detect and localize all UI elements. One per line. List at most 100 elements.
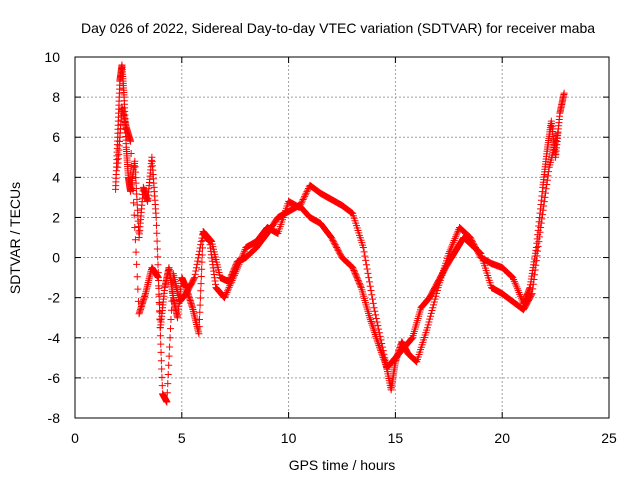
data-point <box>158 373 166 381</box>
data-point <box>360 248 368 256</box>
data-point <box>300 194 308 202</box>
data-point <box>353 274 361 282</box>
data-point <box>127 150 135 158</box>
data-point <box>368 321 376 329</box>
data-point <box>373 318 381 326</box>
data-point <box>157 348 165 356</box>
data-point <box>425 318 433 326</box>
data-point <box>542 189 550 197</box>
data-point <box>366 316 374 324</box>
data-point <box>369 325 377 333</box>
data-point <box>333 244 341 252</box>
data-point <box>228 269 236 277</box>
data-point <box>427 309 435 317</box>
x-tick-label: 5 <box>178 430 186 446</box>
data-point <box>357 282 365 290</box>
data-point <box>424 321 432 329</box>
data-point <box>355 278 363 286</box>
x-tick-labels: 0 5 10 15 20 25 <box>71 430 617 446</box>
data-point <box>127 137 135 145</box>
data-point <box>156 323 164 331</box>
data-point <box>166 343 174 351</box>
data-point <box>153 229 161 237</box>
ticks-layer <box>74 56 610 419</box>
y-tick-label: -4 <box>48 330 61 346</box>
data-point <box>528 290 536 298</box>
data-point <box>531 271 539 279</box>
data-point <box>129 187 137 195</box>
data-point <box>371 329 379 337</box>
data-point <box>130 211 138 219</box>
y-axis-label: SDTVAR / TECUs <box>7 182 23 294</box>
x-axis-label: GPS time / hours <box>289 457 396 473</box>
data-point <box>231 263 239 271</box>
plot-frame <box>74 56 610 419</box>
data-point <box>155 299 163 307</box>
data-point <box>197 241 205 249</box>
data-point <box>132 248 140 256</box>
data-point <box>372 311 380 319</box>
data-point <box>154 253 162 261</box>
grid-layer <box>75 57 609 418</box>
chart-title: Day 026 of 2022, Sidereal Day-to-day VTE… <box>81 20 595 36</box>
data-point <box>532 261 540 269</box>
data-point <box>367 287 375 295</box>
series-1 <box>112 61 568 394</box>
data-point <box>133 260 141 268</box>
data-point <box>196 301 204 309</box>
data-point <box>372 332 380 340</box>
data-point <box>156 332 164 340</box>
data-point <box>191 270 199 278</box>
data-point <box>195 323 203 331</box>
data-point <box>334 246 342 254</box>
data-point <box>535 233 543 241</box>
x-tick-label: 15 <box>388 430 404 446</box>
data-point <box>532 257 540 265</box>
data-point <box>377 348 385 356</box>
data-point <box>428 307 436 315</box>
data-point <box>333 245 341 253</box>
data-point <box>543 176 551 184</box>
data-point <box>133 273 141 281</box>
data-point <box>541 193 549 201</box>
data-point <box>431 295 439 303</box>
data-point <box>364 269 372 277</box>
data-point <box>423 324 431 332</box>
data-point <box>154 261 162 269</box>
data-point <box>356 281 364 289</box>
data-point <box>230 265 238 273</box>
data-point <box>536 228 544 236</box>
y-tick-label: -2 <box>48 290 61 306</box>
data-point <box>303 188 311 196</box>
data-point <box>207 237 215 245</box>
data-point <box>534 242 542 250</box>
data-point <box>530 275 538 283</box>
data-point <box>408 334 416 342</box>
y-tick-label: -8 <box>48 410 61 426</box>
data-point <box>367 317 375 325</box>
data-point <box>190 275 198 283</box>
series-2 <box>114 103 562 406</box>
data-point <box>534 247 542 255</box>
data-point <box>378 350 386 358</box>
data-point <box>328 235 336 243</box>
data-point <box>531 266 539 274</box>
data-point <box>197 287 205 295</box>
data-point <box>426 312 434 320</box>
data-point <box>221 292 229 300</box>
data-point <box>365 278 373 286</box>
data-point <box>476 249 484 257</box>
data-point <box>196 244 204 252</box>
data-point <box>349 264 357 272</box>
data-point <box>157 357 165 365</box>
data-point <box>544 172 552 180</box>
data-point <box>377 347 385 355</box>
data-point <box>372 314 380 322</box>
data-point <box>350 266 358 274</box>
data-point <box>163 398 171 406</box>
data-point <box>301 192 309 200</box>
data-point <box>164 370 172 378</box>
data-point <box>527 291 535 299</box>
data-point <box>380 357 388 365</box>
